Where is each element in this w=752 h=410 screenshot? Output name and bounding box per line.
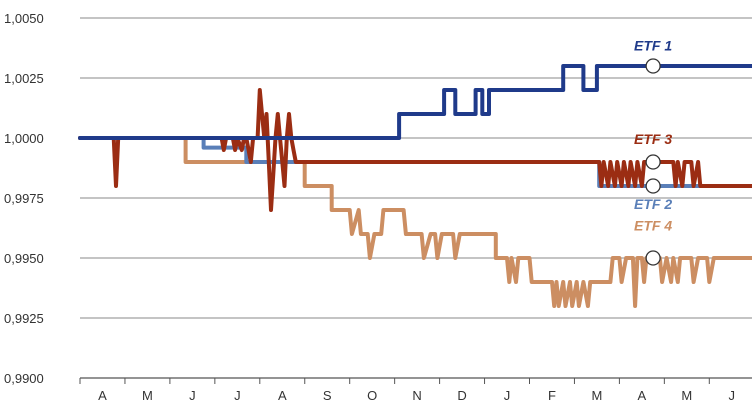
y-tick-label: 1,0025 (4, 71, 44, 86)
series-label: ETF 4 (634, 217, 672, 233)
series-label: ETF 1 (634, 37, 672, 53)
series-marker (645, 250, 661, 266)
x-tick-label: O (367, 388, 377, 403)
x-tick-label: A (638, 388, 647, 403)
series-line-etf-4 (78, 136, 752, 308)
series-labels: ETF 1 ETF 3 ETF 2 ETF 4 (634, 37, 672, 233)
x-tick-label: J (729, 388, 736, 403)
series-label: ETF 2 (634, 196, 672, 212)
series-markers (645, 58, 661, 266)
x-tick-label: D (457, 388, 466, 403)
series-marker (645, 178, 661, 194)
x-tick-label: A (98, 388, 107, 403)
y-tick-label: 1,0000 (4, 131, 44, 146)
y-tick-label: 0,9975 (4, 191, 44, 206)
x-tick-label: M (592, 388, 603, 403)
series-line-etf-1 (78, 64, 752, 140)
series-marker (645, 154, 661, 170)
x-tick-label: J (189, 388, 196, 403)
x-tick-label: A (278, 388, 287, 403)
series-label: ETF 3 (634, 131, 672, 147)
series-marker (645, 58, 661, 74)
x-tick-label: F (548, 388, 556, 403)
y-axis-tick-labels: 1,0050 1,0025 1,0000 0,9975 0,9950 0,9925 0,99… (4, 11, 44, 386)
y-tick-label: 0,9900 (4, 371, 44, 386)
x-tick-label: S (323, 388, 332, 403)
y-tick-label: 0,9925 (4, 311, 44, 326)
x-tick-label: M (142, 388, 153, 403)
y-tick-label: 1,0050 (4, 11, 44, 26)
x-tick-label: M (681, 388, 692, 403)
y-tick-label: 0,9950 (4, 251, 44, 266)
x-axis (79, 377, 752, 384)
x-tick-label: J (504, 388, 511, 403)
x-tick-label: N (412, 388, 421, 403)
x-tick-label: J (234, 388, 241, 403)
